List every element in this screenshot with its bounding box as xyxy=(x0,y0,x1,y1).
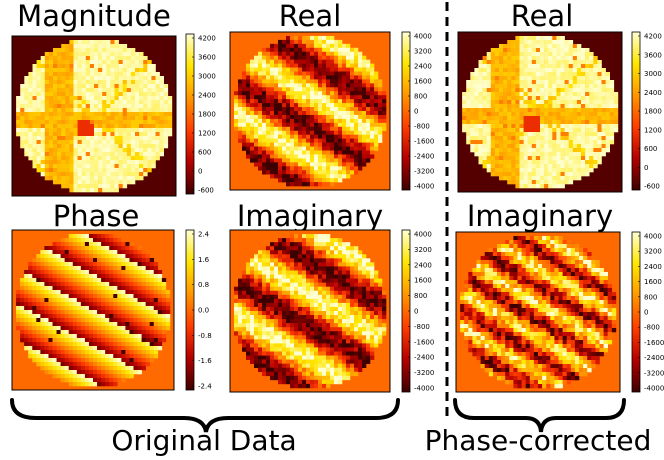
panel-title: Imaginary xyxy=(467,199,613,233)
colorbar-tick-label: -2400 xyxy=(414,354,434,362)
image-pixels xyxy=(16,234,171,387)
colorbar-tick-label: 3600 xyxy=(644,51,662,59)
colorbar-tick-label: -800 xyxy=(414,323,430,331)
image-border xyxy=(457,31,623,193)
colorbar-tick-label: -800 xyxy=(644,324,660,332)
colorbar-tick-label: -2.4 xyxy=(198,383,212,391)
colorbar-tick-label: -1.6 xyxy=(198,357,212,365)
image-border xyxy=(229,31,391,191)
colorbar-tick-label: 1800 xyxy=(198,111,216,119)
colorbar-tick-label: 2400 xyxy=(414,63,432,71)
colorbar-tick-label: 2400 xyxy=(644,263,662,271)
image-pixels xyxy=(460,236,617,389)
colorbar-tick-label: 0 xyxy=(644,309,648,317)
colorbar-tick-label: 2.4 xyxy=(198,231,210,239)
colorbar-tick-label: -3200 xyxy=(414,168,434,176)
colorbar-tick-label: -4000 xyxy=(414,385,434,393)
panel-title: Real xyxy=(511,0,574,33)
colorbar-imaginary-corrected: 4000 3200 2400 1600 800 0 -800 -1600 -2400 -3200 -… xyxy=(631,231,664,393)
panel-phase: Phase 2.4 1.6 0.8 0.0 -0.8 -1.6 -2.4 xyxy=(11,199,212,391)
colorbar-real-corrected: 4200 3600 3000 2400 1800 1200 600 0 -600 xyxy=(631,31,662,191)
image-pixels xyxy=(234,234,387,389)
panel-title: Magnitude xyxy=(17,0,171,33)
colorbar-tick-label: 600 xyxy=(644,145,657,153)
colorbar-tick-label: 4000 xyxy=(414,231,432,239)
panel-real-original: Real 4000 3200 2400 1600 800 0 -800 -1600 -2400 -… xyxy=(229,0,434,191)
colorbar-tick-label: 3000 xyxy=(198,73,216,81)
colorbar-tick-label: 0.8 xyxy=(198,281,209,289)
colorbar-tick-label: 0 xyxy=(414,308,418,316)
colorbar-tick-label: 4200 xyxy=(644,33,662,41)
colorbar-phase: 2.4 1.6 0.8 0.0 -0.8 -1.6 -2.4 xyxy=(185,229,212,391)
colorbar-tick-label: 0 xyxy=(644,164,648,172)
colorbar-tick-label: -2400 xyxy=(644,354,664,362)
colorbar-tick-label: -800 xyxy=(414,123,430,131)
colorbar-tick-label: 800 xyxy=(414,93,427,101)
colorbar-tick-label: 2400 xyxy=(414,261,432,269)
colorbar-tick-label: 1.6 xyxy=(198,256,210,264)
group-label-corrected: Phase-corrected xyxy=(425,424,652,457)
colorbar-tick-label: 1200 xyxy=(198,130,216,138)
image-border xyxy=(11,35,177,197)
panel-imaginary-original: Imaginary 4000 3200 2400 1600 800 0 -800 -1600 -… xyxy=(229,199,434,393)
colorbar-tick-label: 1600 xyxy=(414,78,432,86)
image-pixels xyxy=(234,35,387,187)
image-border xyxy=(455,231,621,393)
colorbar-tick-label: 4000 xyxy=(644,233,662,241)
colorbar-tick-label: 3200 xyxy=(414,246,432,254)
colorbar-tick-label: -4000 xyxy=(414,183,434,191)
colorbar-tick-label: 800 xyxy=(414,292,427,300)
colorbar-tick-label: 1600 xyxy=(414,277,432,285)
colorbar-tick-label: 800 xyxy=(644,293,657,301)
panel-imaginary-corrected: Imaginary 4000 3200 2400 1600 800 0 -800 -1600 -… xyxy=(455,199,664,393)
colorbar-tick-label: -2400 xyxy=(414,153,434,161)
colorbar-tick-label: -600 xyxy=(198,187,214,195)
colorbar-tick-label: 0 xyxy=(414,108,418,116)
image-border xyxy=(229,229,391,393)
colorbar-tick-label: -3200 xyxy=(644,369,664,377)
brace-original xyxy=(10,398,400,433)
colorbar-tick-label: 3000 xyxy=(644,70,662,78)
colorbar-tick-label: 600 xyxy=(198,149,211,157)
panel-title: Real xyxy=(279,0,342,33)
colorbar-tick-label: 1800 xyxy=(644,108,662,116)
panel-title: Phase xyxy=(53,199,140,233)
colorbar-tick-label: 3200 xyxy=(414,48,432,56)
colorbar-tick-label: 2400 xyxy=(198,92,216,100)
colorbar-tick-label: -4000 xyxy=(644,385,664,393)
group-label-original: Original Data xyxy=(111,424,296,457)
colorbar-tick-label: -3200 xyxy=(414,369,434,377)
panel-real-corrected: Real 4200 3600 3000 2400 1800 1200 600 0 -600 xyxy=(457,0,662,193)
colorbar-tick-label: 3200 xyxy=(644,248,662,256)
image-border xyxy=(11,229,175,391)
brace-corrected xyxy=(453,398,626,433)
colorbar-tick-label: 4000 xyxy=(414,33,432,41)
colorbar-tick-label: 1200 xyxy=(644,126,662,134)
colorbar-tick-label: -600 xyxy=(644,183,660,191)
colorbar-tick-label: -1600 xyxy=(644,339,664,347)
colorbar-tick-label: 0.0 xyxy=(198,307,209,315)
colorbar-tick-label: -0.8 xyxy=(198,332,212,340)
colorbar-real-original: 4000 3200 2400 1600 800 0 -800 -1600 -2400 -3200 -… xyxy=(401,31,434,191)
image-pixels xyxy=(462,36,619,189)
colorbar-tick-label: 3600 xyxy=(198,54,216,62)
colorbar-tick-label: 1600 xyxy=(644,278,662,286)
colorbar-tick-label: -1600 xyxy=(414,138,434,146)
colorbar-tick-label: 4200 xyxy=(198,35,216,43)
colorbar-imaginary-original: 4000 3200 2400 1600 800 0 -800 -1600 -2400 -3200 -… xyxy=(401,229,434,393)
colorbar-tick-label: 2400 xyxy=(644,89,662,97)
image-pixels xyxy=(16,40,173,193)
panel-magnitude: Magnitude 4200 3600 3000 2400 1800 1200 600 0 -6… xyxy=(11,0,216,197)
colorbar-magnitude: 4200 3600 3000 2400 1800 1200 600 0 -600 xyxy=(185,33,216,195)
panel-title: Imaginary xyxy=(237,199,383,233)
colorbar-tick-label: 0 xyxy=(198,168,202,176)
colorbar-tick-label: -1600 xyxy=(414,338,434,346)
